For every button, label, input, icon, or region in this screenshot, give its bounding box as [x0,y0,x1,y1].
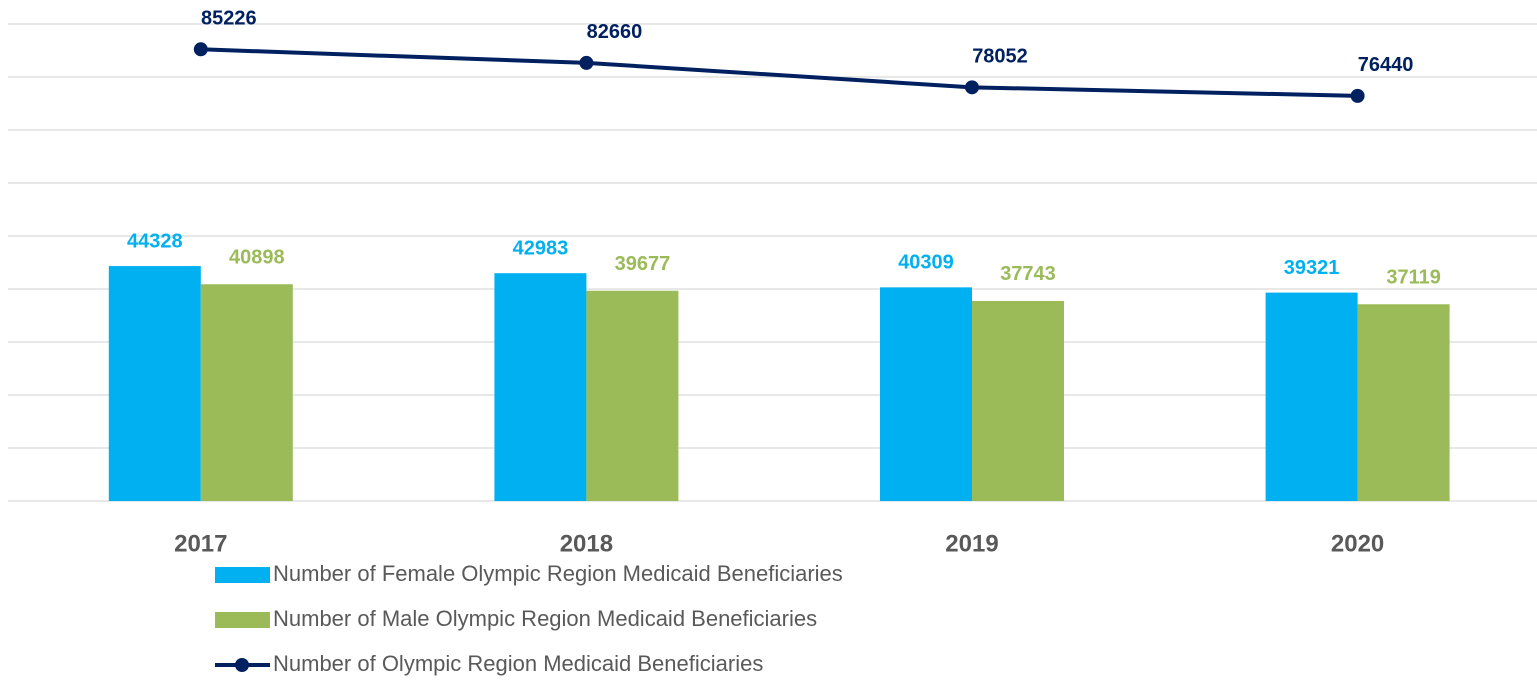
value-label: 37743 [1000,263,1056,285]
x-tick-label: 2019 [945,530,998,557]
legend-swatch [215,612,270,628]
x-tick-label: 2018 [560,530,613,557]
legend-swatch [235,658,249,672]
value-label: 40309 [898,252,954,274]
bar [200,284,293,501]
line-point [193,42,208,57]
legend-label: Number of Female Olympic Region Medicaid… [273,561,843,586]
x-tick-label: 2017 [174,530,227,557]
bar [586,290,679,501]
bar [972,300,1064,501]
line [200,47,1358,98]
value-label: 44328 [127,230,183,252]
value-label: 39321 [1284,257,1340,279]
legend-label: Number of Olympic Region Medicaid Benefi… [273,651,763,676]
bar [494,273,587,501]
value-label: 82660 [587,21,643,43]
value-label: 76440 [1358,54,1414,76]
value-label: 78052 [972,46,1028,68]
bar [1357,304,1450,501]
bar [880,287,972,501]
x-tick-label: 2020 [1331,530,1384,557]
line-point [965,80,979,95]
legend-swatch [215,567,270,583]
line-point [1350,88,1365,103]
value-label: 42983 [513,237,569,259]
value-label: 40898 [229,247,285,269]
legend-label: Number of Male Olympic Region Medicaid B… [273,606,817,631]
value-label: 37119 [1386,267,1441,289]
bar [1265,292,1358,501]
value-label: 39677 [615,253,671,275]
value-label: 85226 [201,8,257,30]
line-point [579,55,594,70]
bar [108,266,201,501]
